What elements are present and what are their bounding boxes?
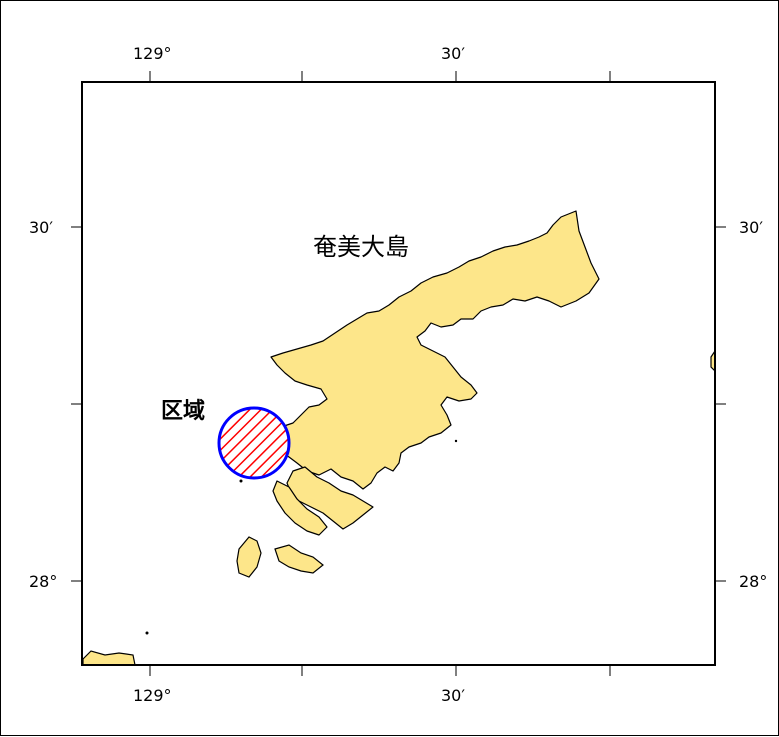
- bottom-label-129: 129°: [133, 686, 172, 705]
- top-label-129: 129°: [133, 44, 172, 63]
- edge-island-bottom-left: [82, 650, 136, 665]
- right-label-30: 30′: [739, 218, 763, 237]
- kakeroma-island: [272, 480, 328, 536]
- island-label: 奄美大島: [313, 233, 409, 261]
- bottom-label-30: 30′: [441, 686, 465, 705]
- top-ticks: [149, 71, 611, 82]
- yoro-island: [236, 536, 262, 578]
- right-label-28: 28°: [739, 572, 767, 591]
- left-label-28: 28°: [29, 572, 57, 591]
- map-frame: [81, 81, 716, 666]
- region-circle: [217, 406, 291, 480]
- top-label-30: 30′: [441, 44, 465, 63]
- right-ticks: [715, 226, 726, 582]
- left-ticks: [71, 226, 82, 582]
- bottom-ticks: [149, 665, 611, 676]
- amami-oshima-island: [262, 210, 600, 490]
- region-label: 区域: [161, 398, 205, 424]
- land-layer: [82, 210, 715, 665]
- uke-island: [274, 544, 324, 574]
- left-label-30: 30′: [29, 218, 53, 237]
